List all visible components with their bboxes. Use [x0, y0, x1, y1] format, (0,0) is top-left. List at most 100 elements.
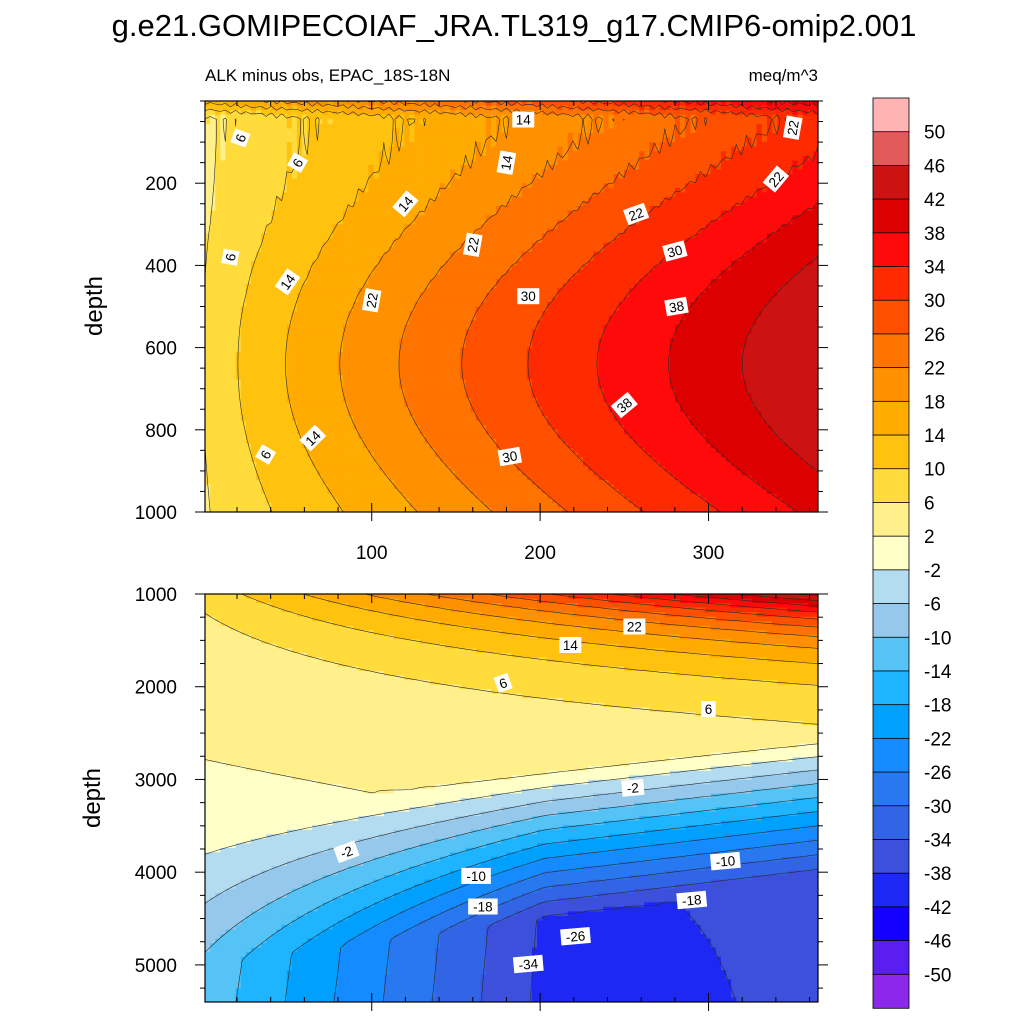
- colorbar-swatch: [872, 636, 910, 672]
- y-tick-label: 200: [145, 174, 177, 195]
- colorbar-label: -10: [924, 628, 951, 649]
- lower-axis-ticks: 1000 2000 3000 4000 5000: [135, 585, 828, 1011]
- colorbar-swatch: [872, 973, 910, 1009]
- y-tick-label: 1000: [135, 503, 177, 524]
- colorbar-label: -34: [924, 831, 952, 852]
- colorbar-swatch: [872, 97, 910, 133]
- contour-label: 22: [463, 232, 483, 258]
- colorbar-label: -30: [924, 797, 951, 818]
- colorbar-swatch: [872, 333, 910, 369]
- contour-label: 6: [221, 248, 240, 266]
- lower-plot-frame: [204, 593, 819, 1003]
- y-tick-label: 400: [145, 256, 177, 277]
- y-tick-label: 800: [145, 421, 177, 442]
- colorbar-label: -2: [924, 561, 941, 582]
- contour-label: -2: [621, 778, 645, 797]
- colorbar-label: 46: [924, 156, 945, 177]
- y-tick-label: 600: [145, 339, 177, 360]
- contour-label: 38: [664, 296, 689, 317]
- colorbar-label: 50: [924, 123, 945, 144]
- colorbar-label: -38: [924, 864, 951, 885]
- colorbar-label: 6: [924, 493, 935, 514]
- colorbar-swatch: [872, 535, 910, 571]
- contour-label: -26: [560, 926, 591, 946]
- contour-label: 6: [701, 701, 716, 717]
- contour-line--2: [205, 756, 818, 855]
- chart-title: g.e21.GOMIPECOIAF_JRA.TL319_g17.CMIP6-om…: [112, 8, 917, 43]
- colorbar-swatch: [872, 468, 910, 504]
- x-tick-label: 100: [356, 543, 388, 564]
- contour-label: 30: [662, 240, 688, 262]
- colorbar-label: 2: [924, 527, 935, 548]
- colorbar-swatch: [872, 367, 910, 403]
- contour-label: 14: [274, 268, 301, 296]
- colorbar-label: 42: [924, 190, 945, 211]
- colorbar-swatch: [872, 872, 910, 908]
- contour-label: 30: [497, 446, 523, 467]
- colorbar-label: 18: [924, 392, 945, 413]
- colorbar-swatch: [872, 906, 910, 942]
- contour-label: 14: [512, 111, 535, 128]
- contour-label: 38: [610, 391, 638, 419]
- contour-line-26: [461, 101, 708, 512]
- panel-subtitle-left: ALK minus obs, EPAC_18S-18N: [205, 66, 450, 85]
- contour-label: -10: [710, 851, 741, 871]
- colorbar-label: -50: [924, 965, 951, 986]
- contour-label: 22: [782, 115, 803, 140]
- contour-label: 6: [493, 673, 513, 693]
- colorbar-label: -6: [924, 595, 941, 616]
- contour-line-10: [241, 594, 818, 686]
- colorbar-label: -46: [924, 932, 951, 953]
- colorbar-swatch: [872, 839, 910, 874]
- contour-label: 22: [762, 165, 790, 193]
- colorbar-label: 14: [924, 426, 946, 447]
- lower-contour-fill: [205, 594, 818, 1002]
- upper-y-axis-label: depth: [81, 276, 108, 336]
- contour-line--10: [205, 783, 818, 953]
- upper-axis-ticks: 100 200 300 200 400 600 800 1000: [135, 100, 828, 564]
- colorbar-swatch: [872, 131, 910, 167]
- colorbar-label: -26: [924, 763, 951, 784]
- colorbar-swatch: [872, 400, 910, 436]
- contour-line-6: [205, 613, 818, 725]
- colorbar-label: 30: [924, 291, 945, 312]
- colorbar-swatch: [872, 569, 910, 605]
- colorbar-swatch: [872, 704, 910, 740]
- colorbar-label: -42: [924, 898, 951, 919]
- y-tick-label: 3000: [135, 770, 177, 791]
- colorbar-label: 34: [924, 258, 946, 279]
- contour-label: 6: [230, 128, 251, 148]
- colorbar-swatch: [872, 434, 910, 470]
- y-tick-label: 5000: [135, 956, 177, 977]
- contour-line-2: [205, 743, 818, 794]
- colorbar-label: -18: [924, 696, 951, 717]
- contour-label: 6: [255, 444, 277, 465]
- contour-label: 6: [287, 152, 309, 173]
- panel-subtitle-units: meq/m^3: [749, 66, 818, 85]
- contour-label: -34: [512, 954, 544, 974]
- colorbar-label: 10: [924, 460, 945, 481]
- colorbar-label: 26: [924, 325, 945, 346]
- y-tick-label: 1000: [135, 585, 177, 606]
- lower-y-axis-label: depth: [79, 768, 106, 828]
- contour-line--14: [235, 797, 818, 1002]
- colorbar-swatch: [872, 266, 910, 301]
- contour-label: 22: [361, 288, 382, 313]
- contour-line--6: [205, 769, 818, 904]
- contour-label: 14: [496, 150, 517, 175]
- y-tick-label: 4000: [135, 863, 177, 884]
- colorbar-swatch: [872, 737, 910, 773]
- colorbar-swatch: [872, 805, 910, 841]
- contour-label: 22: [623, 618, 646, 635]
- contour-label: -18: [468, 898, 498, 915]
- colorbar-label: 22: [924, 359, 945, 380]
- colorbar-swatch: [872, 771, 910, 807]
- colorbar-label: -14: [924, 662, 952, 683]
- contour-label: -2: [333, 840, 360, 864]
- colorbar-swatch: [872, 670, 910, 706]
- contour-line--22: [333, 825, 818, 1002]
